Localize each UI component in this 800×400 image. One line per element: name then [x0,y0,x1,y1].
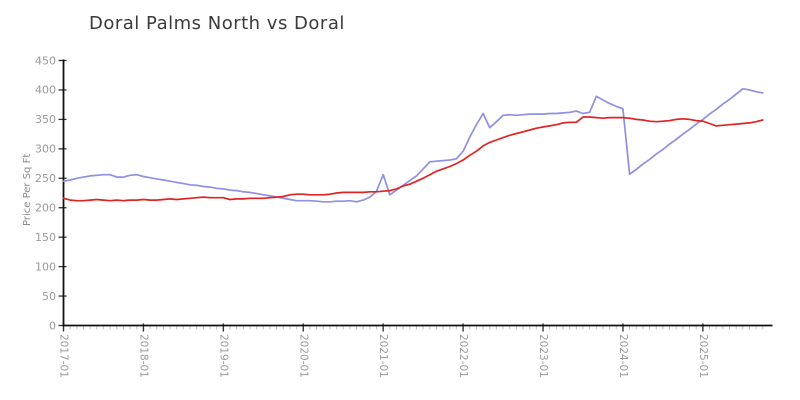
x-tick-label: 2018-01 [137,334,149,378]
x-tick-label: 2023-01 [537,334,549,378]
y-tick-label: 50 [42,290,56,303]
x-tick-label: 2019-01 [217,334,229,378]
y-tick-label: 200 [35,202,56,215]
y-tick-label: 100 [35,260,56,273]
y-tick-label: 450 [35,54,56,67]
x-tick-label: 2021-01 [377,334,389,378]
y-axis-label: Price Per Sq Ft [22,154,33,226]
chart-title: Doral Palms North vs Doral [89,13,345,34]
y-tick-label: 350 [35,113,56,126]
x-tick-label: 2017-01 [58,334,70,378]
x-tick-label: 2025-01 [697,334,709,378]
y-tick-label: 0 [49,319,56,332]
x-tick-label: 2020-01 [297,334,309,378]
y-tick-label: 400 [35,84,56,97]
series-line-doral [62,116,764,202]
y-tick-label: 300 [35,143,56,156]
y-tick-label: 250 [35,172,56,185]
series-line-doral-palms-north [62,87,764,203]
x-tick-label: 2022-01 [457,334,469,378]
x-tick-label: 2024-01 [617,334,629,378]
y-tick-label: 150 [35,231,56,244]
